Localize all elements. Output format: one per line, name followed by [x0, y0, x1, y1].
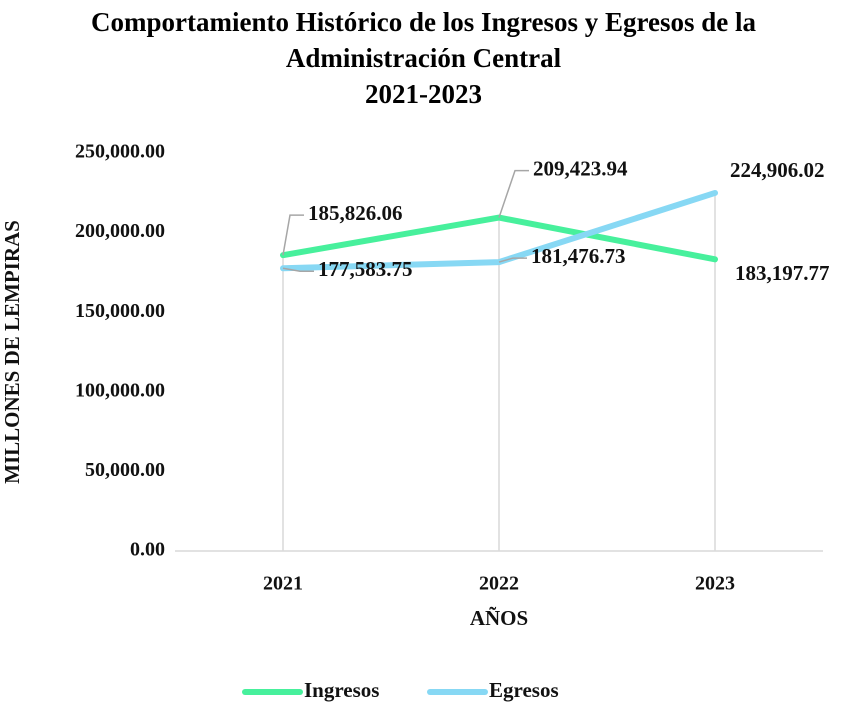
y-axis-label: MILLONES DE LEMPIRAS [0, 220, 24, 484]
x-axis-label: AÑOS [470, 606, 528, 630]
chart-title: Comportamiento Histórico de los Ingresos… [91, 7, 756, 73]
label-leader [498, 169, 529, 218]
data-label: 209,423.94 [533, 156, 628, 180]
y-tick-label: 100,000.00 [75, 379, 165, 401]
label-leader [498, 257, 527, 263]
data-label: 224,906.02 [730, 158, 825, 182]
y-tick-label: 50,000.00 [85, 459, 165, 481]
chart-subtitle: 2021-2023 [365, 79, 482, 109]
label-leader [282, 267, 314, 273]
legend-label: Ingresos [304, 678, 379, 702]
x-tick-label: 2022 [479, 573, 519, 595]
x-tick-label: 2021 [263, 573, 303, 595]
label-leader [282, 214, 304, 256]
titles: Comportamiento Histórico de los Ingresos… [0, 4, 847, 112]
data-label: 185,826.06 [308, 201, 403, 225]
y-tick-label: 250,000.00 [75, 141, 165, 163]
y-tick-label: 0.00 [130, 539, 165, 561]
data-label: 177,583.75 [318, 257, 413, 281]
y-tick-label: 150,000.00 [75, 300, 165, 322]
data-label: 183,197.77 [735, 261, 830, 285]
data-label: 181,476.73 [531, 244, 626, 268]
legend-label: Egresos [489, 678, 559, 702]
x-tick-label: 2023 [695, 573, 735, 595]
y-tick-label: 200,000.00 [75, 220, 165, 242]
